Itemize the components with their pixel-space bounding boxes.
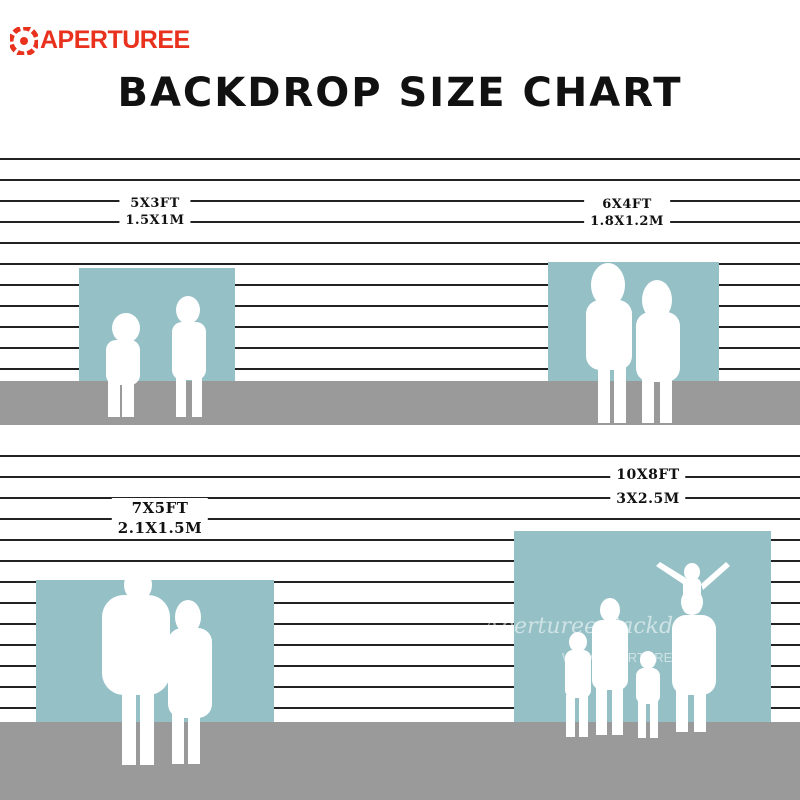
watermark-url: WWW.APERTUREE.COM <box>562 650 715 665</box>
logo: APERTUREE <box>10 26 190 55</box>
size-label-5x3: 5X3FT 1.5X1M <box>119 195 191 229</box>
logo-text: APERTUREE <box>40 26 190 54</box>
backdrop-5x3 <box>79 268 235 381</box>
child-silhouette <box>172 296 206 417</box>
adult-silhouette <box>586 263 632 423</box>
family-silhouettes <box>565 562 730 738</box>
backdrop-6x4 <box>548 262 719 381</box>
aperture-icon <box>10 26 38 55</box>
adult-silhouette <box>636 280 680 423</box>
size-label-7x5: 7X5FT 2.1X1.5M <box>111 498 209 538</box>
adult-silhouette <box>168 600 212 764</box>
watermark-script: Aperturee Backdrop <box>484 614 711 639</box>
page-title: BACKDROP SIZE CHART <box>117 70 683 116</box>
size-label-10x8: 10X8FT 3X2.5M <box>610 463 686 511</box>
adult-silhouette <box>102 569 170 765</box>
size-label-6x4: 6X4FT 1.8X1.2M <box>584 196 670 230</box>
child-silhouette <box>106 313 140 417</box>
